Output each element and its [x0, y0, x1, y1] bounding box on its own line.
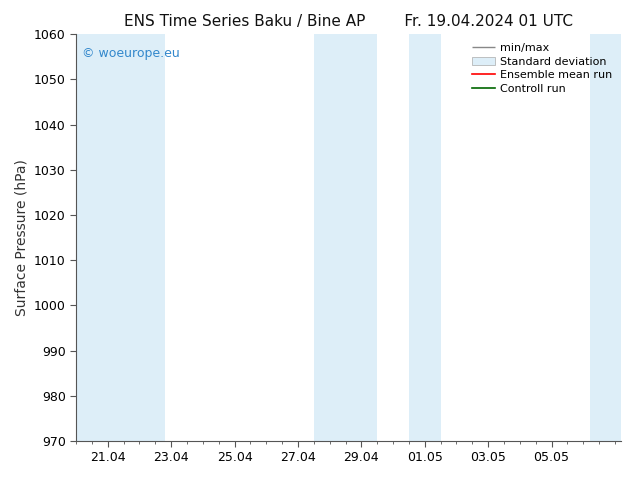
Y-axis label: Surface Pressure (hPa): Surface Pressure (hPa): [14, 159, 29, 316]
Bar: [146, 34, 165, 441]
Title: ENS Time Series Baku / Bine AP        Fr. 19.04.2024 01 UTC: ENS Time Series Baku / Bine AP Fr. 19.04…: [124, 14, 573, 29]
Legend: min/max, Standard deviation, Ensemble mean run, Controll run: min/max, Standard deviation, Ensemble me…: [469, 40, 616, 97]
Bar: [409, 34, 441, 441]
Text: © woeurope.eu: © woeurope.eu: [82, 47, 179, 59]
Bar: [590, 34, 621, 441]
Bar: [346, 34, 377, 441]
Bar: [314, 34, 346, 441]
Bar: [76, 34, 146, 441]
